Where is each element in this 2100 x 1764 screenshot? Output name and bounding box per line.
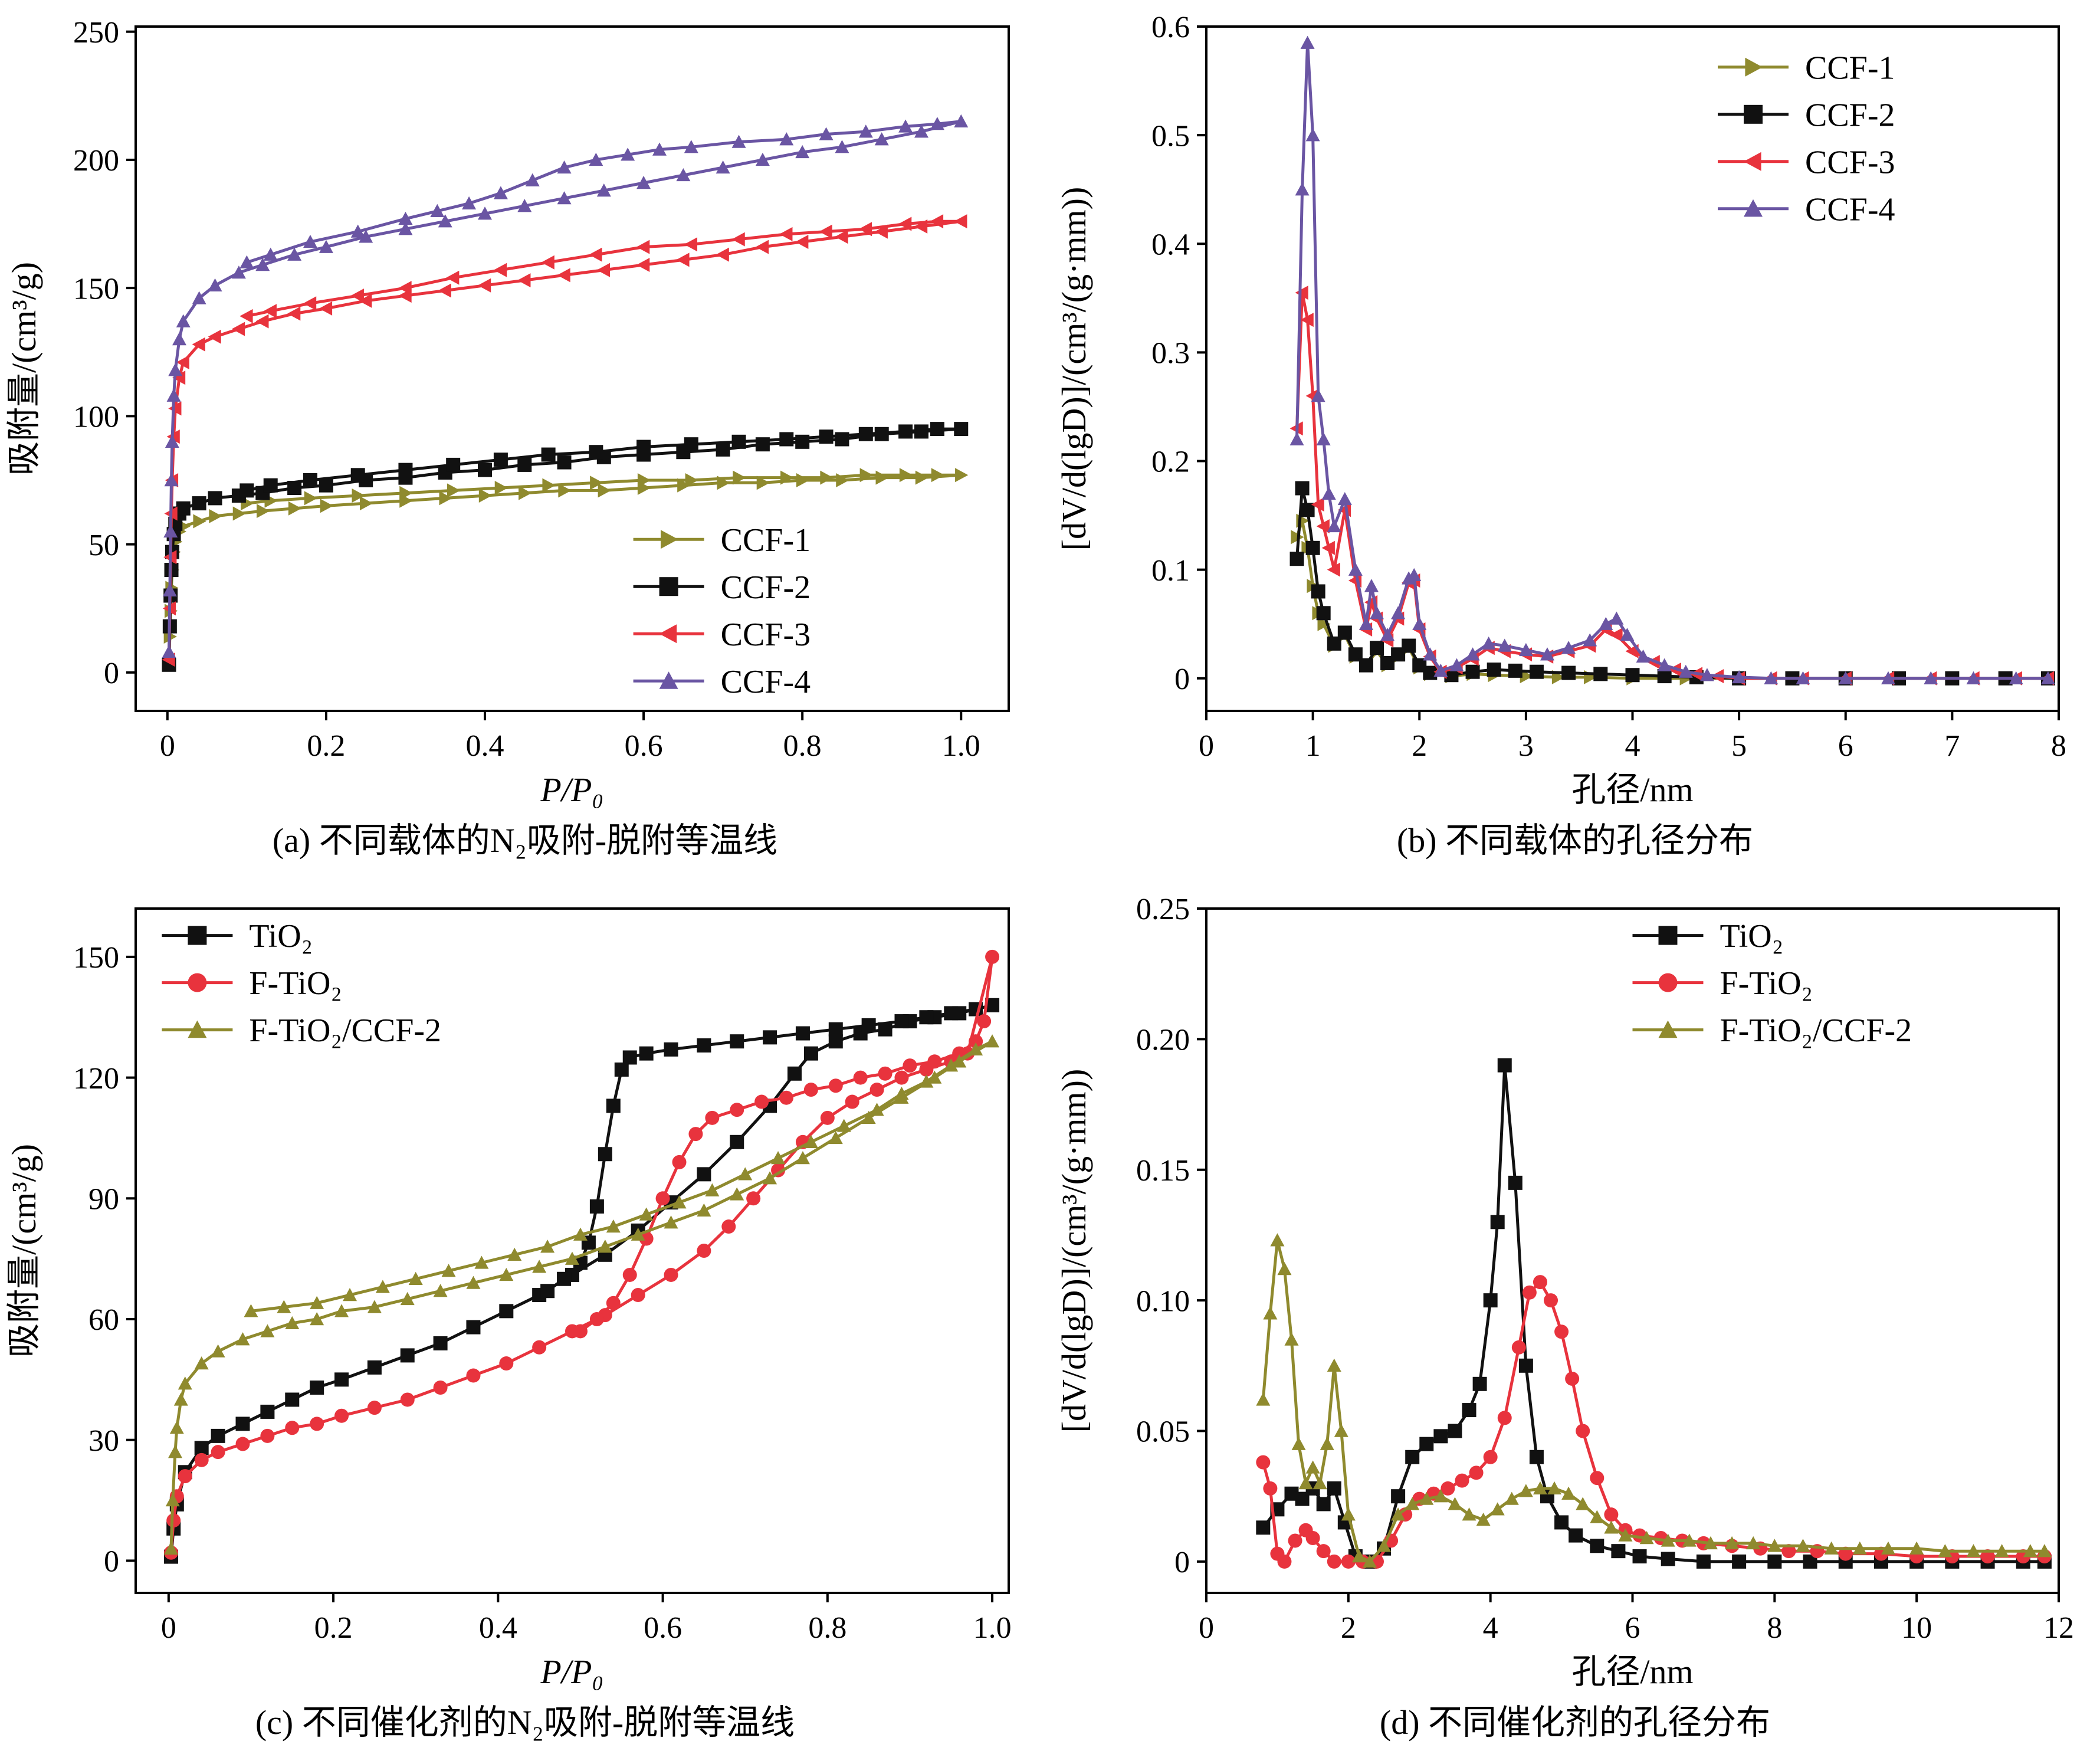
svg-text:12: 12 — [2043, 1611, 2074, 1645]
chart-b-pore-distribution: 0 1 2 3 4 5 6 7 8 0 0.1 0.2 0.3 0.4 0.5 0.6 孔径/nm [dV/d(l… — [1055, 11, 2066, 809]
svg-text:P/P₀: P/P₀ — [540, 770, 603, 809]
svg-text:0.8: 0.8 — [783, 729, 822, 763]
caption-d: (d) 不同催化剂的孔径分布 — [1379, 1703, 1771, 1742]
svg-text:CCF-1: CCF-1 — [721, 522, 811, 559]
svg-text:30: 30 — [88, 1424, 119, 1458]
svg-text:CCF-3: CCF-3 — [1805, 144, 1895, 181]
panel-b: 0 1 2 3 4 5 6 7 8 0 0.1 0.2 0.3 0.4 0.5 0.6 孔径/nm [dV/d(l… — [1050, 0, 2100, 882]
svg-text:4: 4 — [1483, 1611, 1498, 1645]
chart-c-isotherms: 0 0.2 0.4 0.6 0.8 1.0 0 30 60 90 120 150 P/P₀ 吸附量/(cm… — [5, 907, 1012, 1691]
svg-text:[dV/d(lgD)]/(cm³/(g·mm)): [dV/d(lgD)]/(cm³/(g·mm)) — [1055, 1069, 1093, 1433]
svg-text:0.6: 0.6 — [625, 729, 663, 763]
svg-text:孔径/nm: 孔径/nm — [1571, 770, 1693, 809]
svg-text:50: 50 — [88, 529, 119, 562]
svg-text:CCF-1: CCF-1 — [1805, 50, 1895, 86]
svg-text:CCF-2: CCF-2 — [1805, 97, 1895, 133]
svg-text:120: 120 — [73, 1062, 119, 1096]
svg-text:0.6: 0.6 — [1151, 11, 1190, 44]
svg-text:0.4: 0.4 — [1151, 228, 1190, 261]
svg-text:2: 2 — [1341, 1611, 1356, 1645]
svg-text:TiO₂: TiO₂ — [1720, 918, 1784, 955]
svg-text:6: 6 — [1838, 729, 1853, 763]
svg-text:60: 60 — [88, 1303, 119, 1337]
svg-text:3: 3 — [1518, 729, 1534, 763]
svg-text:1: 1 — [1305, 729, 1321, 763]
svg-text:0: 0 — [1199, 729, 1214, 763]
svg-text:0.10: 0.10 — [1136, 1284, 1190, 1318]
svg-text:0: 0 — [1174, 663, 1190, 696]
svg-text:F-TiO₂: F-TiO₂ — [1720, 965, 1813, 1002]
svg-text:0: 0 — [161, 1611, 176, 1645]
svg-text:CCF-4: CCF-4 — [1805, 191, 1895, 228]
svg-text:5: 5 — [1731, 729, 1747, 763]
svg-text:100: 100 — [73, 401, 119, 434]
panel-d: 0 2 4 6 8 10 12 0 0.05 0.10 0.15 0.20 0.25 孔径/nm [dV/d… — [1050, 882, 2100, 1764]
svg-text:0.05: 0.05 — [1136, 1415, 1190, 1449]
svg-text:0.2: 0.2 — [314, 1611, 353, 1645]
svg-text:0.20: 0.20 — [1136, 1024, 1190, 1057]
caption-b: (b) 不同载体的孔径分布 — [1396, 821, 1754, 860]
svg-text:孔径/nm: 孔径/nm — [1571, 1652, 1693, 1691]
svg-text:2: 2 — [1412, 729, 1427, 763]
svg-text:90: 90 — [88, 1182, 119, 1216]
svg-text:F-TiO₂/CCF-2: F-TiO₂/CCF-2 — [249, 1012, 441, 1049]
svg-text:0.5: 0.5 — [1151, 119, 1190, 153]
svg-text:0.2: 0.2 — [1151, 445, 1190, 479]
svg-text:0.25: 0.25 — [1136, 893, 1190, 926]
panel-c: 0 0.2 0.4 0.6 0.8 1.0 0 30 60 90 120 150 P/P₀ 吸附量/(cm… — [0, 882, 1050, 1764]
svg-text:10: 10 — [1901, 1611, 1932, 1645]
caption-a: (a) 不同载体的N₂吸附-脱附等温线 — [272, 821, 778, 860]
svg-text:200: 200 — [73, 144, 119, 178]
svg-text:1.0: 1.0 — [973, 1611, 1012, 1645]
svg-text:0.4: 0.4 — [479, 1611, 517, 1645]
svg-text:P/P₀: P/P₀ — [540, 1652, 603, 1691]
svg-text:0.6: 0.6 — [644, 1611, 682, 1645]
svg-text:CCF-2: CCF-2 — [721, 569, 811, 606]
svg-text:8: 8 — [2051, 729, 2066, 763]
svg-text:250: 250 — [73, 16, 119, 50]
svg-text:0.1: 0.1 — [1151, 554, 1190, 588]
svg-text:0.3: 0.3 — [1151, 337, 1190, 370]
svg-text:150: 150 — [73, 272, 119, 306]
svg-text:0: 0 — [1174, 1546, 1190, 1579]
svg-text:吸附量/(cm³/g): 吸附量/(cm³/g) — [5, 1144, 43, 1358]
caption-c: (c) 不同催化剂的N₂吸附-脱附等温线 — [255, 1703, 795, 1742]
svg-text:吸附量/(cm³/g): 吸附量/(cm³/g) — [5, 262, 43, 476]
svg-text:6: 6 — [1625, 1611, 1640, 1645]
svg-text:0: 0 — [160, 729, 175, 763]
svg-text:150: 150 — [73, 941, 119, 975]
chart-d-pore-distribution: 0 2 4 6 8 10 12 0 0.05 0.10 0.15 0.20 0.25 孔径/nm [dV/d… — [1055, 893, 2074, 1691]
svg-text:0: 0 — [104, 657, 119, 690]
svg-text:4: 4 — [1625, 729, 1640, 763]
svg-text:0.15: 0.15 — [1136, 1154, 1190, 1188]
chart-a-isotherms: 0 0.2 0.4 0.6 0.8 1.0 0 50 100 150 200 250 P/P₀ 吸附量/(… — [5, 16, 1010, 809]
svg-text:F-TiO₂/CCF-2: F-TiO₂/CCF-2 — [1720, 1012, 1912, 1049]
panel-a: 0 0.2 0.4 0.6 0.8 1.0 0 50 100 150 200 250 P/P₀ 吸附量/(… — [0, 0, 1050, 882]
svg-text:[dV/d(lgD)]/(cm³/(g·mm)): [dV/d(lgD)]/(cm³/(g·mm)) — [1055, 187, 1093, 551]
svg-text:0.4: 0.4 — [466, 729, 504, 763]
svg-text:TiO₂: TiO₂ — [249, 918, 313, 955]
svg-text:1.0: 1.0 — [942, 729, 980, 763]
svg-text:7: 7 — [1944, 729, 1960, 763]
svg-text:CCF-4: CCF-4 — [721, 664, 811, 700]
svg-text:0.2: 0.2 — [307, 729, 345, 763]
svg-text:8: 8 — [1767, 1611, 1782, 1645]
svg-text:F-TiO₂: F-TiO₂ — [249, 965, 342, 1002]
svg-text:CCF-3: CCF-3 — [721, 617, 811, 653]
svg-text:0.8: 0.8 — [808, 1611, 846, 1645]
svg-text:0: 0 — [104, 1545, 119, 1579]
svg-text:0: 0 — [1199, 1611, 1214, 1645]
